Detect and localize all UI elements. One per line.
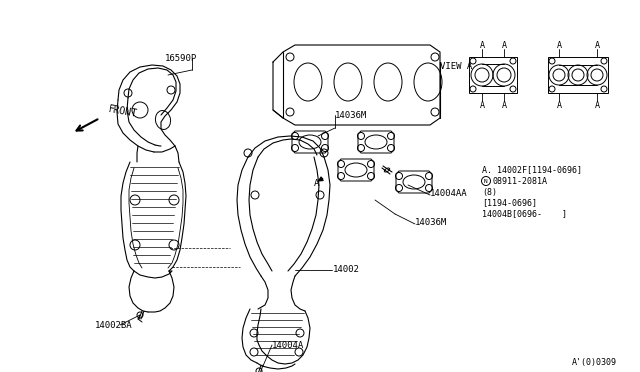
Text: 16590P: 16590P [165, 54, 197, 62]
Text: A: A [595, 100, 600, 109]
Text: N: N [484, 179, 488, 183]
Text: A: A [595, 41, 600, 49]
Text: 14036M: 14036M [415, 218, 447, 227]
Text: A: A [314, 179, 319, 187]
Text: A: A [502, 100, 506, 109]
Text: A: A [479, 41, 484, 49]
Text: 14004A: 14004A [272, 341, 304, 350]
Text: VIEW A: VIEW A [440, 61, 472, 71]
Text: A: A [557, 41, 561, 49]
Text: A. 14002F[1194-0696]: A. 14002F[1194-0696] [482, 166, 582, 174]
Text: 14002BA: 14002BA [95, 321, 132, 330]
Text: 08911-2081A: 08911-2081A [493, 176, 548, 186]
Text: (8): (8) [482, 187, 497, 196]
Text: A: A [502, 41, 506, 49]
Text: FRONT: FRONT [108, 105, 139, 119]
Text: A: A [557, 100, 561, 109]
Text: 14004B[0696-    ]: 14004B[0696- ] [482, 209, 567, 218]
Text: 14004AA: 14004AA [430, 189, 468, 198]
Text: 14036M: 14036M [335, 110, 367, 119]
Text: A: A [479, 100, 484, 109]
Text: [1194-0696]: [1194-0696] [482, 199, 537, 208]
Text: A'(0)0309: A'(0)0309 [572, 357, 617, 366]
Text: 14002: 14002 [333, 266, 360, 275]
